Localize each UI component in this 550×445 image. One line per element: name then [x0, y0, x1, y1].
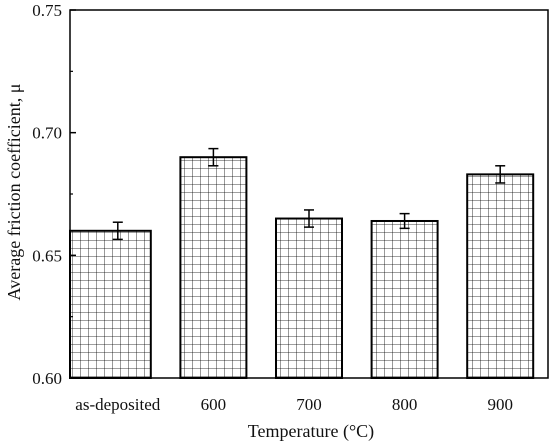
- bar-700: [275, 217, 343, 379]
- y-axis-label: Average friction coefficient, μ: [4, 84, 24, 301]
- error-bar-as-deposited: [112, 221, 123, 241]
- bar-as-deposited: [69, 229, 152, 379]
- bar-600: [179, 156, 248, 379]
- x-tick-label-900: 900: [487, 395, 513, 414]
- x-tick-label-as-deposited: as-deposited: [75, 395, 160, 414]
- y-tick-label-0.75: 0.75: [32, 1, 62, 20]
- x-tick-label-700: 700: [296, 395, 322, 414]
- x-tick-label-600: 600: [201, 395, 227, 414]
- error-bar-900: [495, 165, 506, 184]
- x-tick-label-800: 800: [392, 395, 418, 414]
- y-tick-label-0.70: 0.70: [32, 124, 62, 143]
- y-tick-label-0.60: 0.60: [32, 369, 62, 388]
- bar-900: [466, 173, 535, 379]
- y-tick-label-0.65: 0.65: [32, 246, 62, 265]
- x-axis-label: Temperature (°C): [248, 421, 374, 442]
- bar-800: [370, 219, 439, 379]
- error-bar-600: [208, 147, 219, 167]
- error-bar-700: [304, 209, 314, 228]
- error-bar-800: [399, 212, 410, 230]
